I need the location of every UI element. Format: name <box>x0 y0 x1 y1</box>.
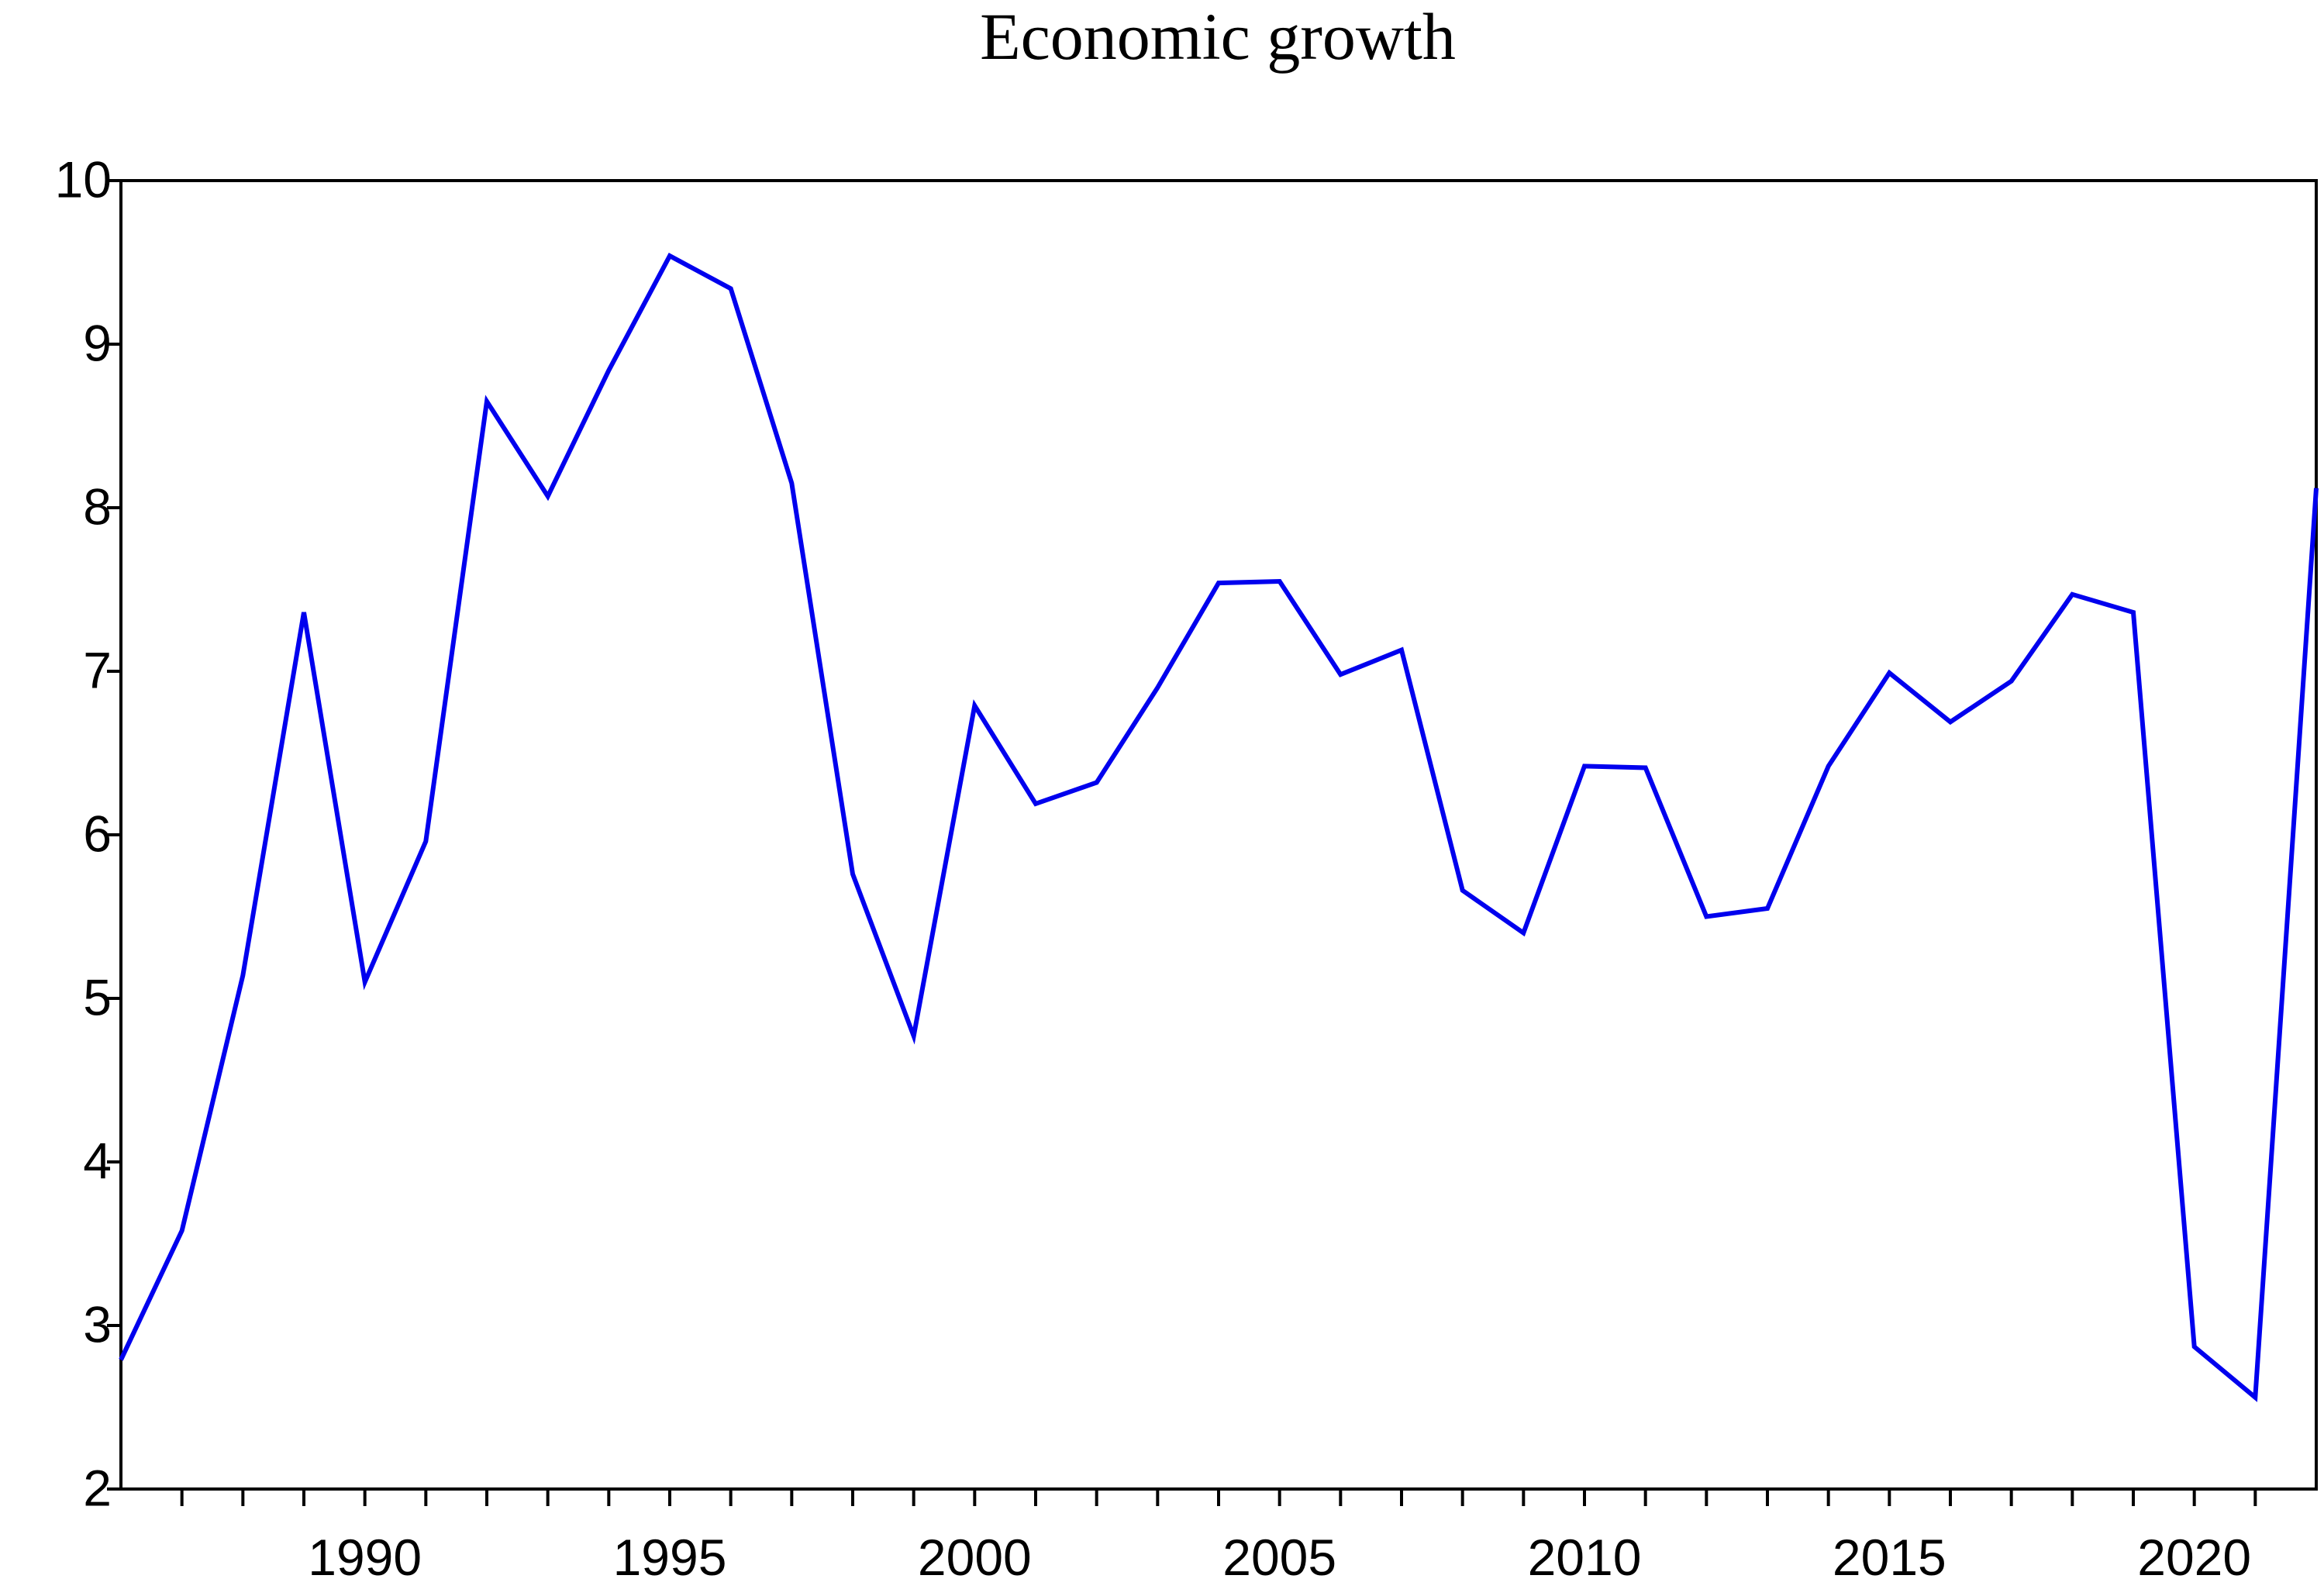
x-tick-label: 2010 <box>1528 1529 1642 1586</box>
x-tick-label: 2000 <box>918 1529 1032 1586</box>
y-tick-label: 6 <box>83 805 112 862</box>
series-layer <box>119 253 2319 1402</box>
plot-area-frame <box>119 179 2318 1491</box>
y-tick-label: 7 <box>83 641 112 698</box>
series-line-1 <box>119 253 2319 1402</box>
y-tick-label: 10 <box>55 150 112 208</box>
x-axis: 1990 1995 2000 2005 2010 2015 2020 <box>180 1489 2257 1586</box>
x-tick-label: 2015 <box>1833 1529 1946 1586</box>
y-tick-label: 3 <box>83 1295 112 1353</box>
chart-title: Economic growth <box>980 0 1456 74</box>
x-tick-label: 1990 <box>308 1529 422 1586</box>
y-tick-label: 5 <box>83 968 112 1026</box>
x-tick-label: 2020 <box>2137 1529 2251 1586</box>
y-tick-label: 4 <box>83 1132 112 1189</box>
y-tick-label: 8 <box>83 477 112 535</box>
y-tick-label: 2 <box>83 1459 112 1516</box>
y-axis: 2 3 4 5 6 7 8 9 10 <box>55 150 121 1516</box>
x-tick-label: 2005 <box>1222 1529 1336 1586</box>
x-tick-label: 1995 <box>613 1529 727 1586</box>
y-tick-label: 9 <box>83 314 112 371</box>
